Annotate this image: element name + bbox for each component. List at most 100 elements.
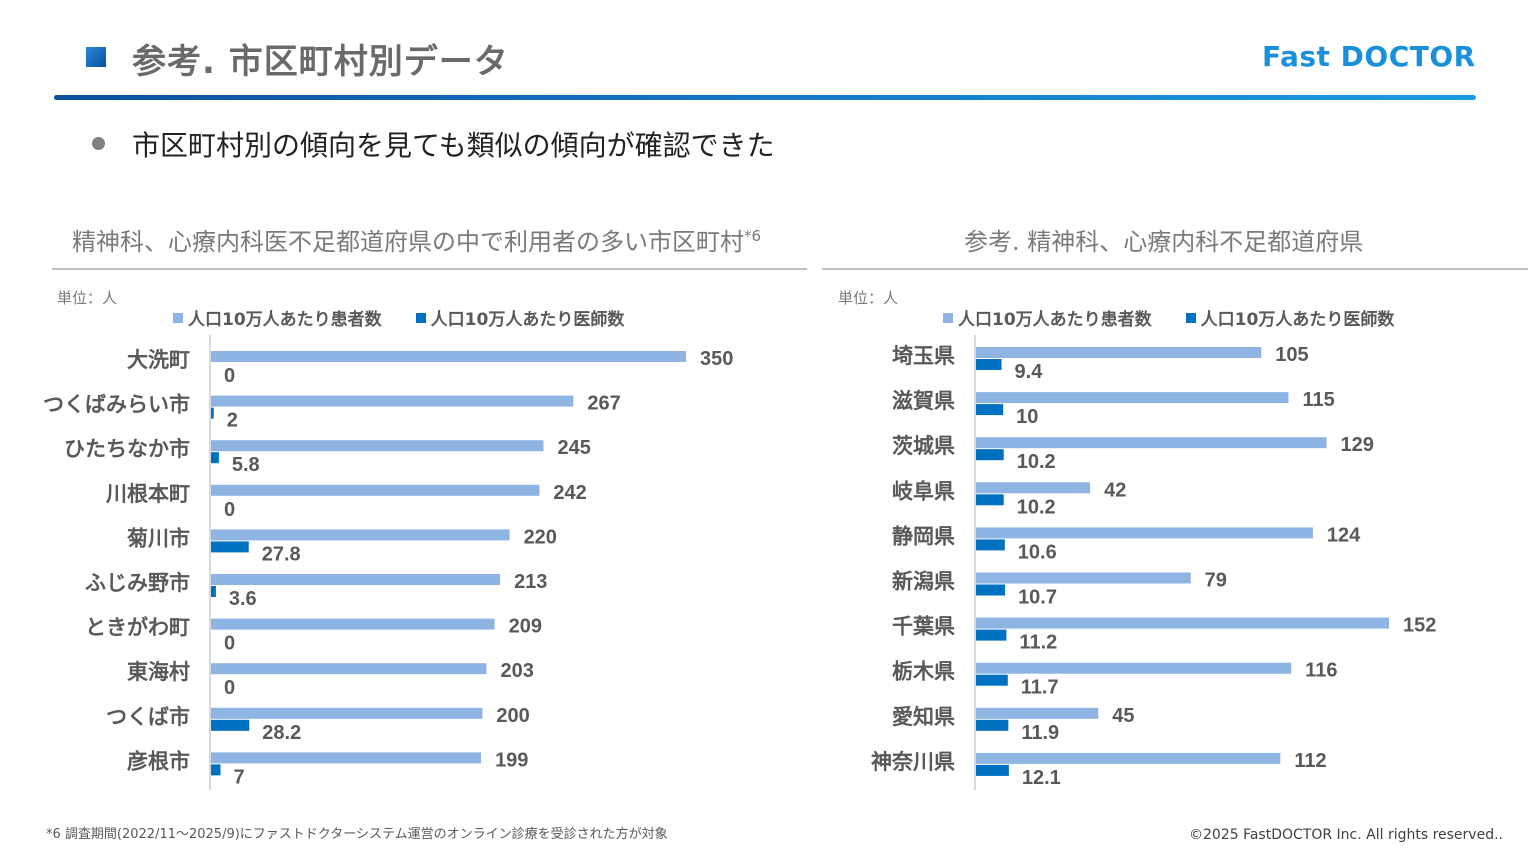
data-label-doctors: 0	[224, 499, 235, 521]
summary-bullet: 市区町村別の傾向を見ても類似の傾向が確認できた	[132, 129, 775, 162]
data-label-doctors: 10.7	[1018, 587, 1057, 609]
bar-doctors	[211, 541, 249, 553]
bar-patients	[211, 484, 540, 496]
data-label-doctors: 5.8	[232, 454, 260, 476]
data-label-patients: 213	[514, 571, 547, 593]
data-label-patients: 242	[553, 482, 586, 504]
bar-doctors	[211, 586, 216, 597]
bar-patients	[211, 707, 483, 719]
legend-label-doctors: 人口10万人あたり医師数	[430, 310, 625, 330]
category-label: ときがわ町	[85, 616, 190, 640]
data-label-patients: 245	[558, 437, 591, 459]
bar-doctors	[976, 494, 1004, 506]
category-label: 滋賀県	[892, 389, 955, 413]
category-label: つくば市	[106, 705, 190, 729]
bar-doctors	[211, 407, 214, 419]
data-label-patients: 124	[1327, 524, 1361, 546]
bar-doctors	[211, 719, 250, 731]
left-chart-legend: 人口10万人あたり患者数 人口10万人あたり医師数	[173, 305, 624, 330]
bar-doctors	[976, 584, 1006, 596]
page-title: 参考. 市区町村別データ	[132, 42, 509, 82]
data-label-patients: 45	[1112, 705, 1134, 727]
left-bar-chart: 大洗町 350 0 つくばみらい市 267 2 ひたちなか市 245 5.8 川根本町 242 0 菊川…	[43, 335, 733, 790]
category-label: 新潟県	[892, 570, 955, 594]
bar-patients	[976, 527, 1313, 539]
left-chart-unit: 単位：人	[57, 289, 118, 307]
right-chart-title: 参考. 精神科、心療内科不足都道府県	[964, 228, 1364, 256]
bar-patients	[211, 574, 501, 585]
data-label-doctors: 10	[1016, 406, 1038, 428]
left-chart-divider	[52, 268, 807, 270]
bullet-dot-icon	[92, 137, 105, 150]
legend-item-patients: 人口10万人あたり患者数	[173, 305, 382, 330]
title-divider	[54, 95, 1476, 100]
data-label-doctors: 11.7	[1021, 677, 1059, 699]
legend-swatch-doctors	[1185, 312, 1196, 323]
category-label: 愛知県	[892, 705, 955, 729]
data-label-doctors: 28.2	[262, 722, 301, 744]
category-label: つくばみらい市	[43, 393, 190, 417]
data-label-doctors: 0	[224, 365, 235, 387]
data-label-doctors: 11.2	[1019, 632, 1057, 654]
data-label-patients: 267	[587, 393, 620, 415]
legend-label-patients: 人口10万人あたり患者数	[188, 310, 382, 330]
data-label-doctors: 0	[224, 633, 235, 655]
data-label-doctors: 11.9	[1021, 722, 1059, 744]
bar-doctors	[976, 359, 1002, 370]
bar-doctors	[976, 449, 1004, 461]
data-label-doctors: 10.2	[1017, 496, 1056, 518]
bar-patients	[211, 395, 574, 407]
data-label-patients: 350	[700, 348, 733, 370]
data-label-patients: 199	[495, 749, 528, 771]
bar-doctors	[976, 539, 1005, 551]
legend-label-patients: 人口10万人あたり患者数	[958, 310, 1152, 330]
data-label-doctors: 9.4	[1015, 361, 1044, 383]
legend-item-doctors: 人口10万人あたり医師数	[415, 305, 625, 330]
data-label-patients: 203	[501, 660, 534, 682]
data-label-doctors: 27.8	[262, 543, 301, 565]
category-label: 茨城県	[892, 434, 955, 458]
category-label: 川根本町	[105, 483, 190, 506]
bar-patients	[976, 392, 1289, 404]
bar-patients	[976, 347, 1262, 358]
legend-swatch-doctors	[415, 312, 426, 323]
footnote: *6 調査期間(2022/11～2025/9)にファストドクターシステム運営のオ…	[46, 827, 668, 842]
data-label-patients: 200	[496, 705, 529, 727]
bar-patients	[976, 482, 1091, 494]
bar-patients	[211, 529, 510, 541]
category-label: 神奈川県	[871, 750, 955, 774]
data-label-doctors: 12.1	[1022, 767, 1061, 789]
category-label: 埼玉県	[892, 345, 955, 368]
left-chart-title: 精神科、心療内科医不足都道府県の中で利用者の多い市区町村*6	[72, 222, 761, 257]
data-label-patients: 112	[1294, 750, 1326, 772]
data-label-doctors: 7	[234, 766, 245, 788]
right-chart-divider	[822, 268, 1528, 270]
data-label-doctors: 3.6	[229, 588, 257, 610]
left-chart-title-footnote-ref: *6	[744, 227, 762, 245]
bar-patients	[976, 662, 1292, 674]
right-bar-chart: 埼玉県 105 9.4 滋賀県 115 10 茨城県 129 10.2 岐阜県 42 10.2 静岡県 1…	[871, 335, 1436, 790]
category-label: 菊川市	[127, 526, 190, 550]
category-label: 大洗町	[127, 349, 190, 372]
bar-patients	[976, 437, 1327, 449]
fastdoctor-logo: Fast DOCTOR	[1262, 40, 1476, 73]
bar-doctors	[976, 764, 1009, 776]
bar-patients	[976, 617, 1389, 629]
category-label: 岐阜県	[892, 479, 955, 503]
data-label-patients: 116	[1305, 660, 1337, 682]
data-label-patients: 220	[524, 526, 557, 548]
data-label-patients: 105	[1275, 344, 1308, 366]
data-label-doctors: 10.2	[1017, 451, 1056, 473]
data-label-patients: 79	[1205, 570, 1227, 592]
bar-doctors	[211, 764, 221, 776]
category-label: 彦根市	[127, 749, 190, 773]
bar-doctors	[211, 452, 219, 464]
legend-swatch-patients	[173, 312, 183, 323]
bar-patients	[211, 752, 482, 764]
bar-doctors	[976, 629, 1007, 641]
data-label-patients: 129	[1341, 434, 1374, 456]
category-label: 栃木県	[892, 660, 955, 684]
copyright: ©2025 FastDOCTOR Inc. All rights reserve…	[1189, 827, 1503, 843]
left-chart-title-text: 精神科、心療内科医不足都道府県の中で利用者の多い市区町村	[72, 228, 744, 256]
bar-doctors	[976, 674, 1008, 686]
